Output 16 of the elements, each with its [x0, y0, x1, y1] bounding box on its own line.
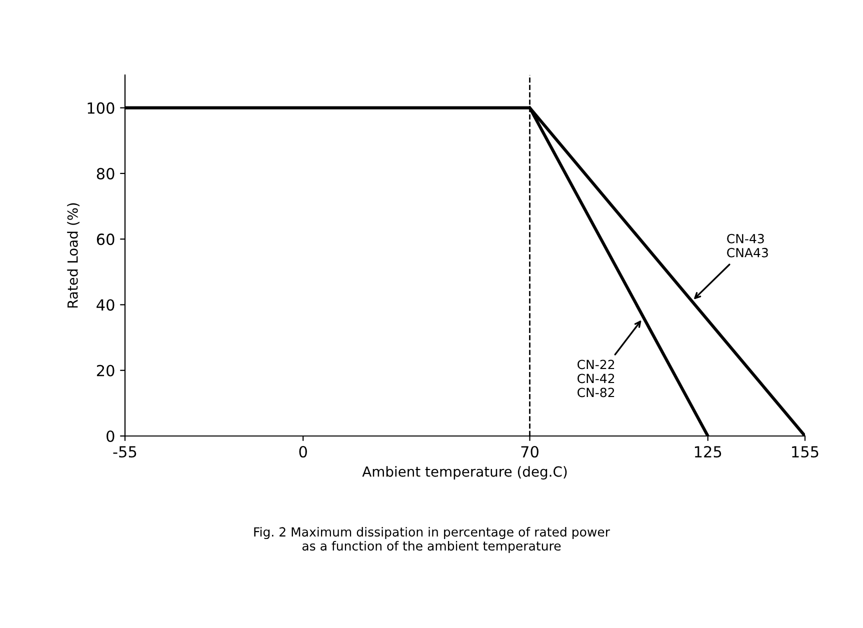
x-tick-label: 125: [694, 446, 722, 458]
y-tick-label: 100: [88, 102, 114, 114]
y-tick-label: 60: [96, 234, 114, 246]
x-tick-label: 155: [792, 446, 818, 458]
y-tick-label: 20: [96, 364, 114, 376]
x-tick-label: 0: [299, 446, 307, 458]
annotation: CN-43 CNA43: [727, 234, 768, 258]
caption: Fig. 2 Maximum dissipation in percentage of rated power as a function of the ambient temperature: [254, 526, 610, 554]
y-tick-label: 80: [96, 168, 114, 180]
y-axis-title: Rated Load (%): [67, 203, 80, 308]
x-tick-label: -55: [113, 446, 136, 458]
y-tick-label: 40: [96, 299, 114, 311]
x-tick-label: 70: [521, 446, 538, 458]
x-axis-title: Ambient temperature (deg.C): [362, 466, 567, 480]
annotation: CN-22 CN-42 CN-82: [578, 360, 614, 398]
y-tick-label: 0: [106, 430, 114, 442]
